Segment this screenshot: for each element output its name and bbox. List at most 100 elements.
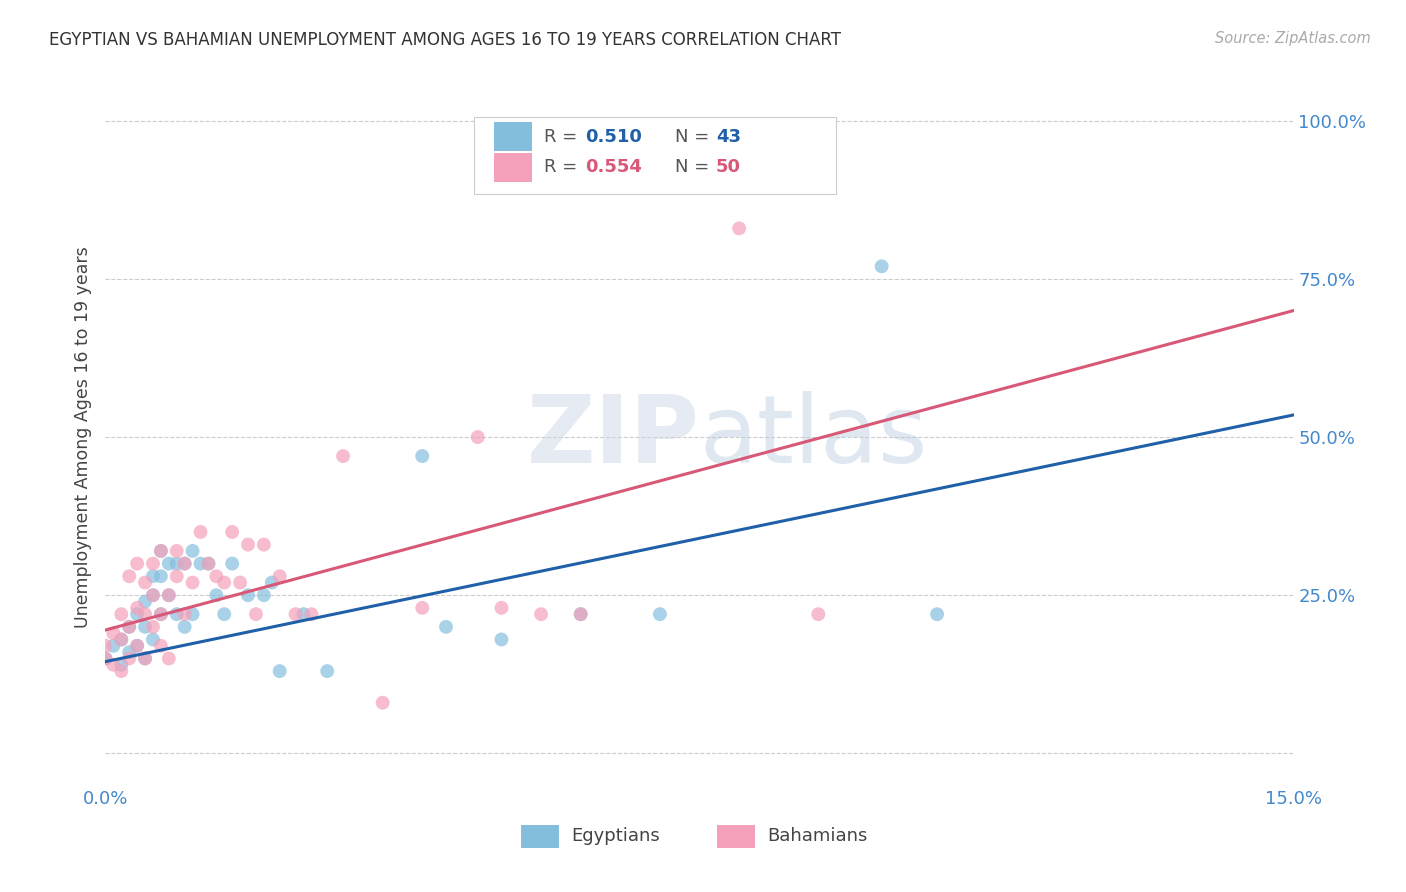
Point (142, 569, 165, 583)
Point (118, 620, 141, 634)
Point (110, 664, 132, 678)
Point (110, 607, 132, 622)
Text: Source: ZipAtlas.com: Source: ZipAtlas.com (1215, 31, 1371, 46)
Text: EGYPTIAN VS BAHAMIAN UNEMPLOYMENT AMONG AGES 16 TO 19 YEARS CORRELATION CHART: EGYPTIAN VS BAHAMIAN UNEMPLOYMENT AMONG … (49, 31, 841, 49)
Point (110, 632, 132, 647)
Point (491, 600, 513, 615)
Point (190, 557, 212, 571)
Point (411, 600, 433, 615)
Point (332, 449, 354, 463)
Point (103, 639, 125, 653)
Text: 43: 43 (716, 128, 741, 145)
Text: N =: N = (675, 158, 714, 176)
Point (371, 696, 394, 710)
FancyBboxPatch shape (522, 825, 560, 847)
Point (569, 607, 592, 622)
Point (434, 620, 457, 634)
Point (925, 607, 948, 622)
Point (142, 620, 165, 634)
Point (149, 639, 172, 653)
Point (157, 651, 180, 665)
Point (142, 632, 165, 647)
Point (530, 607, 553, 622)
Point (157, 588, 180, 602)
Point (205, 588, 228, 602)
Text: R =: R = (544, 128, 583, 145)
Point (870, 260, 893, 274)
Point (166, 569, 188, 583)
Point (103, 657, 125, 672)
Point (491, 632, 513, 647)
Point (269, 664, 291, 678)
Point (142, 588, 165, 602)
Point (118, 651, 141, 665)
Point (94, 639, 117, 653)
Point (214, 575, 236, 590)
Point (110, 657, 132, 672)
FancyBboxPatch shape (717, 825, 755, 847)
Point (149, 544, 172, 558)
Point (103, 626, 125, 640)
Point (221, 524, 243, 539)
Point (284, 607, 307, 622)
Point (110, 632, 132, 647)
Point (149, 544, 172, 558)
Point (173, 557, 195, 571)
Point (205, 569, 228, 583)
Point (127, 639, 149, 653)
Text: 50: 50 (716, 158, 741, 176)
Y-axis label: Unemployment Among Ages 16 to 19 years: Unemployment Among Ages 16 to 19 years (73, 246, 91, 628)
Point (197, 557, 219, 571)
Point (181, 544, 204, 558)
Point (236, 538, 259, 552)
Point (269, 569, 291, 583)
Point (149, 569, 172, 583)
Point (807, 607, 830, 622)
Point (134, 651, 156, 665)
Point (181, 575, 204, 590)
Point (173, 607, 195, 622)
FancyBboxPatch shape (474, 117, 837, 194)
Point (134, 594, 156, 608)
Point (149, 607, 172, 622)
Point (134, 651, 156, 665)
Point (127, 557, 149, 571)
Text: Egyptians: Egyptians (571, 828, 659, 846)
Text: 0.554: 0.554 (585, 158, 643, 176)
Point (181, 607, 204, 622)
Point (299, 607, 322, 622)
Point (94, 651, 117, 665)
Text: R =: R = (544, 158, 583, 176)
Text: Bahamians: Bahamians (768, 828, 868, 846)
Point (142, 588, 165, 602)
Point (134, 575, 156, 590)
Point (118, 645, 141, 659)
Point (253, 538, 276, 552)
Point (728, 221, 751, 235)
Point (173, 557, 195, 571)
Point (166, 557, 188, 571)
Point (569, 607, 592, 622)
Point (127, 607, 149, 622)
Point (149, 607, 172, 622)
Point (134, 607, 156, 622)
Point (157, 588, 180, 602)
Point (142, 557, 165, 571)
Point (166, 544, 188, 558)
Point (260, 575, 283, 590)
Point (118, 569, 141, 583)
Point (411, 449, 433, 463)
Point (127, 600, 149, 615)
Point (166, 607, 188, 622)
Point (253, 588, 276, 602)
Point (292, 607, 315, 622)
Point (197, 557, 219, 571)
Point (221, 557, 243, 571)
Point (190, 524, 212, 539)
Text: atlas: atlas (700, 391, 928, 483)
FancyBboxPatch shape (494, 153, 531, 182)
Point (94, 651, 117, 665)
Point (157, 557, 180, 571)
Point (214, 607, 236, 622)
Point (229, 575, 252, 590)
